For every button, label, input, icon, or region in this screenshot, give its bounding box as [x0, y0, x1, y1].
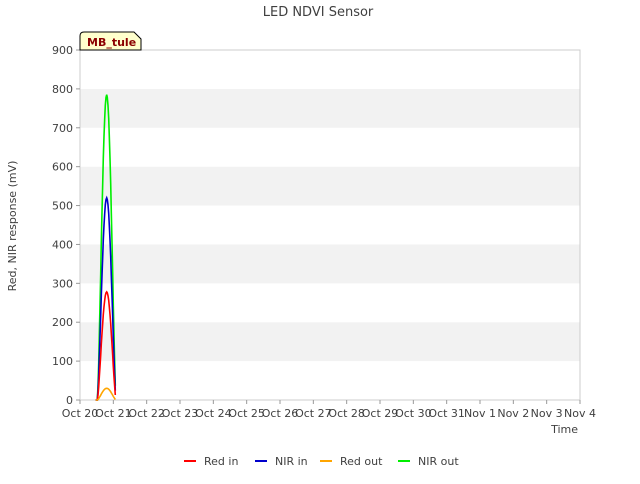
grid-band	[80, 283, 580, 323]
x-tick-label: Nov 3	[531, 407, 563, 420]
x-tick-label: Nov 2	[497, 407, 529, 420]
legend-label: Red in	[204, 455, 238, 468]
series-line-nir-out	[95, 94, 117, 401]
grid-band	[80, 50, 580, 89]
series-lines	[95, 94, 117, 401]
plot-frame	[79, 49, 581, 401]
x-tick-label: Oct 21	[95, 407, 132, 420]
site-label: MB_tule	[87, 36, 136, 49]
y-tick-label: 900	[52, 44, 73, 57]
x-tick-label: Oct 24	[195, 407, 232, 420]
y-tick-label: 400	[52, 238, 73, 251]
series-line-red-in	[95, 290, 117, 401]
site-label-box: MB_tule	[79, 31, 142, 51]
x-tick-label: Oct 29	[362, 407, 399, 420]
x-tick-label: Oct 22	[128, 407, 165, 420]
chart-title: LED NDVI Sensor	[263, 5, 374, 20]
y-tick-label: 300	[52, 277, 73, 290]
series-line-red-out	[95, 387, 116, 401]
legend-label: NIR in	[275, 455, 308, 468]
legend-label: NIR out	[418, 455, 459, 468]
grid-band	[80, 244, 580, 284]
legend: Red in NIR in Red out NIR out	[184, 455, 459, 468]
grid-band	[80, 361, 580, 400]
grid-bands	[80, 50, 580, 400]
x-tick-label: Oct 31	[428, 407, 465, 420]
y-tick-label: 500	[52, 200, 73, 213]
x-tick-label: Nov 1	[464, 407, 496, 420]
y-axis-ticks: 0 100 200 300 400 500 600 700 800 900	[52, 44, 80, 407]
y-tick-label: 200	[52, 316, 73, 329]
x-tick-label: Oct 28	[328, 407, 365, 420]
y-axis-label: Red, NIR response (mV)	[6, 161, 19, 292]
y-tick-label: 600	[52, 161, 73, 174]
y-tick-label: 100	[52, 355, 73, 368]
grid-band	[80, 88, 580, 128]
legend-label: Red out	[340, 455, 383, 468]
grid-band	[80, 166, 580, 206]
x-tick-label: Oct 26	[262, 407, 299, 420]
x-tick-label: Oct 27	[295, 407, 332, 420]
grid-band	[80, 127, 580, 167]
y-tick-label: 800	[52, 83, 73, 96]
x-tick-label: Oct 23	[162, 407, 199, 420]
y-tick-label: 700	[52, 122, 73, 135]
grid-band	[80, 205, 580, 245]
grid-band	[80, 322, 580, 362]
x-tick-label: Oct 30	[395, 407, 432, 420]
x-tick-label: Oct 25	[228, 407, 265, 420]
x-tick-label: Nov 4	[564, 407, 596, 420]
x-tick-label: Oct 20	[62, 407, 99, 420]
x-axis-label: Time	[550, 423, 578, 436]
series-line-nir-in	[95, 195, 117, 401]
y-tick-label: 0	[66, 394, 73, 407]
